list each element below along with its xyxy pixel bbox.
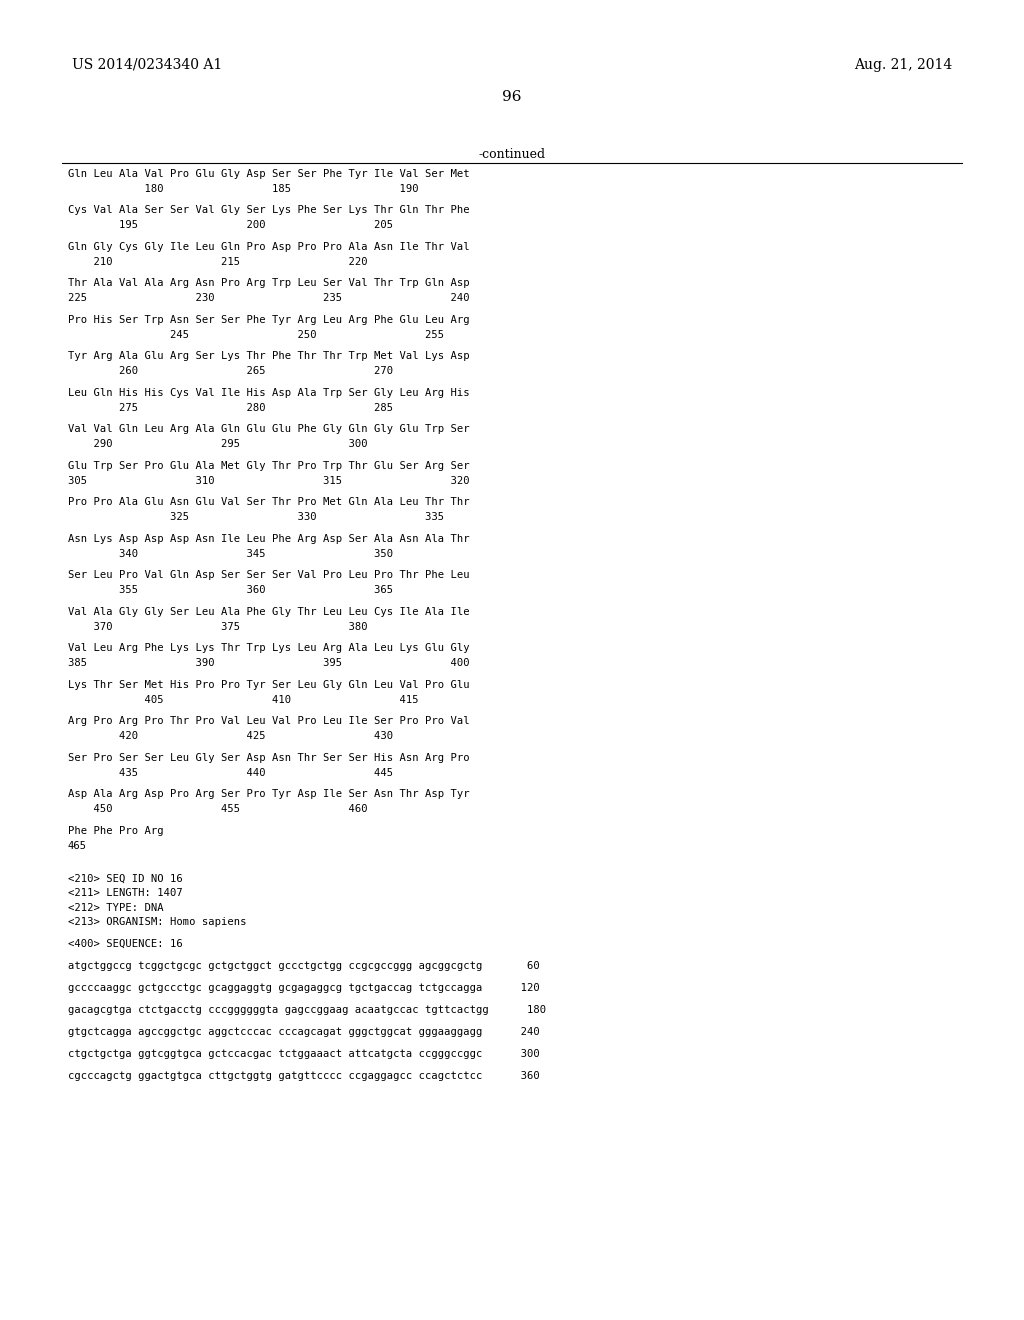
Text: gccccaaggc gctgccctgc gcaggaggtg gcgagaggcg tgctgaccag tctgccagga      120: gccccaaggc gctgccctgc gcaggaggtg gcgagag…: [68, 983, 540, 993]
Text: Lys Thr Ser Met His Pro Pro Tyr Ser Leu Gly Gln Leu Val Pro Glu: Lys Thr Ser Met His Pro Pro Tyr Ser Leu …: [68, 680, 470, 690]
Text: <400> SEQUENCE: 16: <400> SEQUENCE: 16: [68, 939, 182, 949]
Text: Phe Phe Pro Arg: Phe Phe Pro Arg: [68, 826, 164, 836]
Text: Gln Gly Cys Gly Ile Leu Gln Pro Asp Pro Pro Ala Asn Ile Thr Val: Gln Gly Cys Gly Ile Leu Gln Pro Asp Pro …: [68, 242, 470, 252]
Text: Gln Leu Ala Val Pro Glu Gly Asp Ser Ser Phe Tyr Ile Val Ser Met: Gln Leu Ala Val Pro Glu Gly Asp Ser Ser …: [68, 169, 470, 180]
Text: <211> LENGTH: 1407: <211> LENGTH: 1407: [68, 888, 182, 898]
Text: 325                 330                 335: 325 330 335: [68, 512, 444, 523]
Text: 465: 465: [68, 841, 87, 850]
Text: 225                 230                 235                 240: 225 230 235 240: [68, 293, 470, 304]
Text: 355                 360                 365: 355 360 365: [68, 585, 393, 595]
Text: 370                 375                 380: 370 375 380: [68, 622, 368, 631]
Text: 435                 440                 445: 435 440 445: [68, 768, 393, 777]
Text: Leu Gln His His Cys Val Ile His Asp Ala Trp Ser Gly Leu Arg His: Leu Gln His His Cys Val Ile His Asp Ala …: [68, 388, 470, 399]
Text: 210                 215                 220: 210 215 220: [68, 256, 368, 267]
Text: Pro Pro Ala Glu Asn Glu Val Ser Thr Pro Met Gln Ala Leu Thr Thr: Pro Pro Ala Glu Asn Glu Val Ser Thr Pro …: [68, 498, 470, 507]
Text: 450                 455                 460: 450 455 460: [68, 804, 368, 814]
Text: 420                 425                 430: 420 425 430: [68, 731, 393, 741]
Text: <213> ORGANISM: Homo sapiens: <213> ORGANISM: Homo sapiens: [68, 917, 247, 927]
Text: Val Val Gln Leu Arg Ala Gln Glu Glu Phe Gly Gln Gly Glu Trp Ser: Val Val Gln Leu Arg Ala Gln Glu Glu Phe …: [68, 425, 470, 434]
Text: Ser Pro Ser Ser Leu Gly Ser Asp Asn Thr Ser Ser His Asn Arg Pro: Ser Pro Ser Ser Leu Gly Ser Asp Asn Thr …: [68, 752, 470, 763]
Text: 290                 295                 300: 290 295 300: [68, 440, 368, 449]
Text: ctgctgctga ggtcggtgca gctccacgac tctggaaact attcatgcta ccgggccggc      300: ctgctgctga ggtcggtgca gctccacgac tctggaa…: [68, 1048, 540, 1059]
Text: Cys Val Ala Ser Ser Val Gly Ser Lys Phe Ser Lys Thr Gln Thr Phe: Cys Val Ala Ser Ser Val Gly Ser Lys Phe …: [68, 206, 470, 215]
Text: 305                 310                 315                 320: 305 310 315 320: [68, 475, 470, 486]
Text: Arg Pro Arg Pro Thr Pro Val Leu Val Pro Leu Ile Ser Pro Pro Val: Arg Pro Arg Pro Thr Pro Val Leu Val Pro …: [68, 717, 470, 726]
Text: <210> SEQ ID NO 16: <210> SEQ ID NO 16: [68, 874, 182, 883]
Text: -continued: -continued: [478, 148, 546, 161]
Text: Val Ala Gly Gly Ser Leu Ala Phe Gly Thr Leu Leu Cys Ile Ala Ile: Val Ala Gly Gly Ser Leu Ala Phe Gly Thr …: [68, 607, 470, 616]
Text: Ser Leu Pro Val Gln Asp Ser Ser Ser Val Pro Leu Pro Thr Phe Leu: Ser Leu Pro Val Gln Asp Ser Ser Ser Val …: [68, 570, 470, 581]
Text: US 2014/0234340 A1: US 2014/0234340 A1: [72, 58, 222, 73]
Text: gacagcgtga ctctgacctg cccggggggta gagccggaag acaatgccac tgttcactgg      180: gacagcgtga ctctgacctg cccggggggta gagccg…: [68, 1005, 546, 1015]
Text: Val Leu Arg Phe Lys Lys Thr Trp Lys Leu Arg Ala Leu Lys Glu Gly: Val Leu Arg Phe Lys Lys Thr Trp Lys Leu …: [68, 643, 470, 653]
Text: Thr Ala Val Ala Arg Asn Pro Arg Trp Leu Ser Val Thr Trp Gln Asp: Thr Ala Val Ala Arg Asn Pro Arg Trp Leu …: [68, 279, 470, 289]
Text: 385                 390                 395                 400: 385 390 395 400: [68, 659, 470, 668]
Text: 405                 410                 415: 405 410 415: [68, 694, 419, 705]
Text: 245                 250                 255: 245 250 255: [68, 330, 444, 339]
Text: 96: 96: [502, 90, 522, 104]
Text: Tyr Arg Ala Glu Arg Ser Lys Thr Phe Thr Thr Trp Met Val Lys Asp: Tyr Arg Ala Glu Arg Ser Lys Thr Phe Thr …: [68, 351, 470, 362]
Text: 260                 265                 270: 260 265 270: [68, 366, 393, 376]
Text: Asp Ala Arg Asp Pro Arg Ser Pro Tyr Asp Ile Ser Asn Thr Asp Tyr: Asp Ala Arg Asp Pro Arg Ser Pro Tyr Asp …: [68, 789, 470, 800]
Text: Pro His Ser Trp Asn Ser Ser Phe Tyr Arg Leu Arg Phe Glu Leu Arg: Pro His Ser Trp Asn Ser Ser Phe Tyr Arg …: [68, 315, 470, 325]
Text: 275                 280                 285: 275 280 285: [68, 403, 393, 413]
Text: <212> TYPE: DNA: <212> TYPE: DNA: [68, 903, 164, 912]
Text: cgcccagctg ggactgtgca cttgctggtg gatgttcccc ccgaggagcc ccagctctcc      360: cgcccagctg ggactgtgca cttgctggtg gatgttc…: [68, 1071, 540, 1081]
Text: Glu Trp Ser Pro Glu Ala Met Gly Thr Pro Trp Thr Glu Ser Arg Ser: Glu Trp Ser Pro Glu Ala Met Gly Thr Pro …: [68, 461, 470, 471]
Text: gtgctcagga agccggctgc aggctcccac cccagcagat gggctggcat gggaaggagg      240: gtgctcagga agccggctgc aggctcccac cccagca…: [68, 1027, 540, 1036]
Text: 180                 185                 190: 180 185 190: [68, 183, 419, 194]
Text: atgctggccg tcggctgcgc gctgctggct gccctgctgg ccgcgccggg agcggcgctg       60: atgctggccg tcggctgcgc gctgctggct gccctgc…: [68, 961, 540, 972]
Text: 340                 345                 350: 340 345 350: [68, 549, 393, 558]
Text: Asn Lys Asp Asp Asp Asn Ile Leu Phe Arg Asp Ser Ala Asn Ala Thr: Asn Lys Asp Asp Asp Asn Ile Leu Phe Arg …: [68, 535, 470, 544]
Text: 195                 200                 205: 195 200 205: [68, 220, 393, 230]
Text: Aug. 21, 2014: Aug. 21, 2014: [854, 58, 952, 73]
